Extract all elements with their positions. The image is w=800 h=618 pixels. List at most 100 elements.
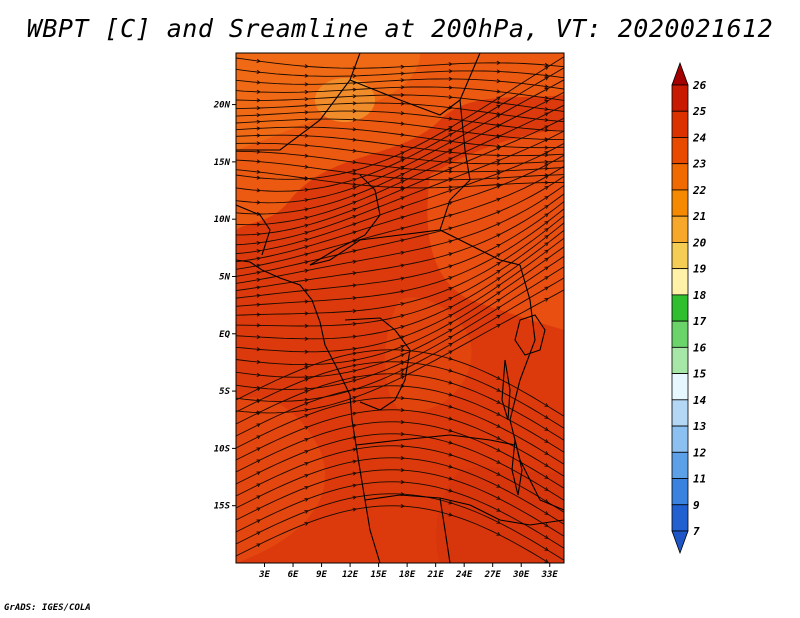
colorbar-label: 13 bbox=[693, 420, 707, 433]
streamline bbox=[236, 79, 564, 204]
streamline-arrow bbox=[448, 328, 453, 333]
streamline-arrow bbox=[400, 158, 405, 163]
streamline-arrow bbox=[448, 226, 453, 231]
streamline-arrow bbox=[256, 347, 261, 352]
streamline-arrow bbox=[544, 125, 549, 130]
lon-tick-label: 6E bbox=[288, 570, 299, 580]
streamline-arrow bbox=[496, 197, 501, 202]
lat-tick-label: 15N bbox=[214, 158, 231, 168]
streamline-arrow bbox=[256, 113, 261, 118]
streamline-arrow bbox=[256, 133, 261, 138]
streamline-arrow bbox=[304, 336, 309, 341]
streamline-arrow bbox=[256, 256, 261, 261]
streamline-arrow bbox=[448, 188, 453, 193]
streamline-arrow bbox=[256, 387, 261, 392]
streamline-arrow bbox=[304, 386, 309, 391]
border-north-2 bbox=[349, 53, 481, 116]
streamline-arrow bbox=[400, 468, 405, 473]
streamline-arrow bbox=[544, 145, 549, 150]
streamline-arrow bbox=[448, 157, 453, 162]
streamline-arrow bbox=[304, 133, 309, 138]
streamline-arrow bbox=[256, 249, 261, 254]
colorbar-label: 20 bbox=[692, 236, 707, 249]
streamline bbox=[236, 130, 564, 246]
streamline-arrow bbox=[304, 245, 309, 250]
streamline-arrow bbox=[400, 64, 405, 69]
streamline-arrow bbox=[352, 283, 357, 288]
streamline bbox=[236, 385, 564, 453]
streamline bbox=[236, 421, 564, 489]
streamline-arrow bbox=[496, 60, 501, 65]
streamline-arrow bbox=[256, 263, 261, 268]
streamline-arrow bbox=[448, 264, 453, 269]
streamline-arrow bbox=[400, 325, 405, 330]
border-central-3 bbox=[344, 317, 411, 411]
streamline-arrow bbox=[352, 109, 357, 114]
streamline-arrow bbox=[304, 215, 309, 220]
streamline-arrow bbox=[448, 150, 453, 155]
streamline-arrow bbox=[352, 363, 357, 368]
streamline-arrow bbox=[400, 101, 405, 106]
streamline-arrow bbox=[400, 176, 405, 181]
streamline-arrow bbox=[304, 260, 309, 265]
streamline bbox=[236, 481, 564, 549]
streamline-arrow bbox=[544, 117, 549, 123]
streamline-arrow bbox=[256, 302, 261, 307]
streamline-arrow bbox=[496, 520, 501, 524]
lon-tick-label: 9E bbox=[316, 570, 327, 580]
streamline-arrow bbox=[400, 368, 405, 373]
streamline bbox=[236, 208, 564, 307]
streamline-arrow bbox=[304, 89, 309, 95]
streamline-arrow bbox=[448, 276, 453, 281]
streamline-arrow bbox=[448, 335, 453, 340]
lon-tick-label: 15E bbox=[370, 570, 387, 580]
streamline bbox=[236, 505, 550, 563]
streamline-arrow bbox=[496, 69, 501, 74]
colorbar-label: 12 bbox=[693, 446, 707, 459]
streamline bbox=[236, 142, 564, 165]
lake-victoria bbox=[514, 314, 546, 356]
streamline bbox=[236, 68, 564, 79]
streamline-arrow bbox=[304, 143, 309, 148]
streamline-arrow bbox=[400, 78, 405, 83]
streamline-arrow bbox=[352, 399, 357, 404]
streamline-arrow bbox=[448, 116, 453, 121]
streamline-arrow bbox=[352, 483, 357, 488]
border-north-1 bbox=[236, 53, 361, 151]
streamline-arrow bbox=[352, 271, 357, 276]
streamline-arrow bbox=[400, 263, 405, 268]
streamline-arrow bbox=[496, 388, 501, 392]
streamline-arrow bbox=[304, 176, 309, 181]
streamline-arrow bbox=[496, 400, 501, 404]
streamline-arrow bbox=[544, 235, 549, 240]
streamline-arrow bbox=[256, 211, 261, 216]
colorbar-label: 19 bbox=[693, 263, 707, 276]
streamline-arrow bbox=[496, 222, 501, 227]
streamline-arrow bbox=[400, 504, 405, 509]
streamline-arrow bbox=[256, 126, 261, 131]
streamline-arrow bbox=[544, 151, 549, 155]
streamline-arrow bbox=[544, 163, 549, 168]
streamline-arrow bbox=[448, 343, 453, 347]
streamline-arrow bbox=[544, 228, 549, 232]
streamline-arrow bbox=[496, 460, 501, 464]
streamline-arrow bbox=[304, 323, 309, 328]
streamline-arrow bbox=[304, 110, 309, 115]
streamline-arrow bbox=[400, 444, 405, 449]
streamline-arrow bbox=[352, 387, 357, 392]
colorbar: 26 25 24 23 22 21 20 19 18 17 16 15 14 13 12 11 9 7 bbox=[671, 61, 707, 555]
streamline-arrow bbox=[496, 472, 501, 476]
streamline-arrow bbox=[304, 408, 309, 413]
colorbar-label: 26 bbox=[692, 79, 707, 92]
streamline-arrow bbox=[400, 187, 405, 192]
streamline-arrow bbox=[400, 335, 405, 340]
streamline bbox=[236, 222, 564, 327]
streamline-arrow bbox=[400, 372, 405, 377]
streamline-arrow bbox=[304, 164, 309, 169]
streamline bbox=[236, 445, 564, 513]
streamline bbox=[236, 169, 564, 189]
streamline-arrow bbox=[352, 182, 357, 187]
streamline bbox=[236, 134, 564, 157]
lat-tick-label: 10S bbox=[214, 444, 231, 454]
streamline-arrow bbox=[256, 232, 261, 237]
